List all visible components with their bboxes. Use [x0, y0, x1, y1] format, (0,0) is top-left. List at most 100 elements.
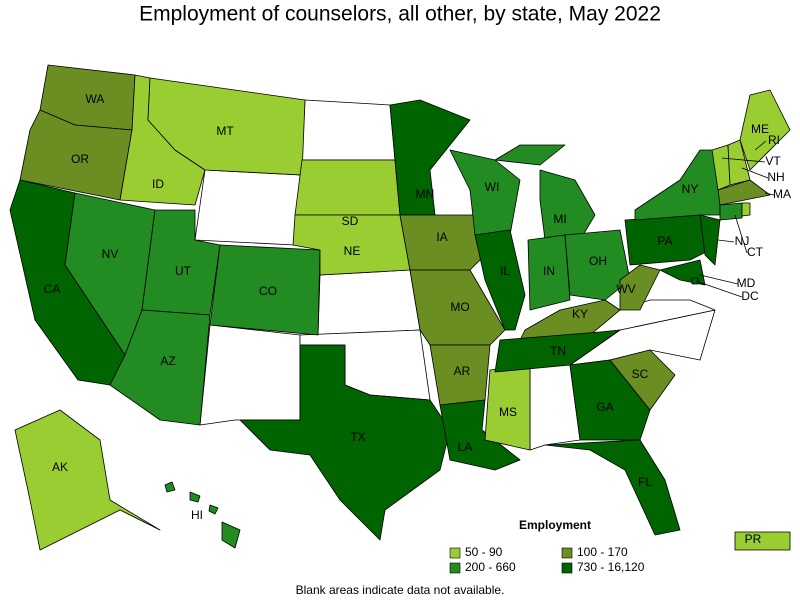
state-label: IA — [436, 230, 447, 244]
legend-swatch — [449, 562, 461, 574]
state — [109, 309, 211, 426]
state — [221, 521, 241, 549]
state-label: LA — [458, 440, 473, 454]
leader-line — [764, 192, 775, 196]
state — [164, 481, 176, 493]
state — [527, 234, 571, 311]
state — [699, 214, 721, 266]
state — [544, 439, 681, 536]
state — [494, 144, 566, 166]
legend-swatch — [561, 547, 573, 559]
state — [474, 229, 526, 331]
leader-line — [699, 274, 739, 285]
state-label: MD — [737, 276, 756, 290]
state-label: NV — [102, 247, 119, 261]
leader-line — [717, 239, 735, 243]
state-blank — [301, 99, 396, 161]
state — [634, 149, 721, 221]
state — [619, 264, 661, 311]
state — [14, 409, 161, 551]
state-label: CT — [747, 245, 764, 259]
state-label: TX — [350, 430, 365, 444]
state-label: ID — [152, 177, 164, 191]
state — [189, 491, 201, 503]
leader-line — [695, 280, 743, 298]
state-label: MI — [553, 212, 566, 226]
map-title: Employment of counselors, all other, by … — [139, 3, 661, 26]
state-label: IN — [543, 264, 555, 278]
state-label: KY — [572, 307, 588, 321]
leader-line — [754, 140, 767, 151]
state-label: RI — [768, 133, 780, 147]
state-label: PA — [657, 234, 672, 248]
states — [9, 64, 791, 551]
state — [294, 159, 401, 216]
legend-label: 730 - 16,120 — [577, 560, 645, 574]
state-label: FL — [638, 475, 652, 489]
legend-swatch — [561, 562, 573, 574]
state-label: VT — [765, 154, 781, 168]
state-label: MO — [450, 300, 469, 314]
state-label: OH — [589, 254, 607, 268]
state-label: SD — [342, 214, 359, 228]
state — [208, 504, 219, 515]
state-label: TN — [550, 344, 566, 358]
state-label: GA — [596, 400, 613, 414]
state-label: NJ — [735, 234, 750, 248]
state-label: AK — [52, 460, 68, 474]
legend-label: 200 - 660 — [465, 560, 516, 574]
state-blank — [194, 169, 301, 246]
state — [539, 169, 596, 241]
state-label: SC — [632, 367, 649, 381]
state-label: WA — [86, 92, 105, 106]
state-label: NY — [682, 182, 699, 196]
state-label: NH — [767, 170, 784, 184]
state — [741, 202, 751, 217]
state-label: WV — [616, 282, 635, 296]
state — [439, 399, 521, 471]
leader-line — [741, 167, 769, 179]
state-label: MA — [773, 187, 791, 201]
state — [389, 99, 471, 216]
state-label: MN — [416, 187, 435, 201]
state-label: MS — [499, 405, 517, 419]
state — [399, 214, 491, 271]
state — [147, 77, 306, 176]
state — [564, 229, 631, 301]
state-blank — [199, 324, 301, 426]
legend-swatch — [449, 547, 461, 559]
state — [209, 244, 321, 336]
state-label: WI — [485, 180, 500, 194]
state — [719, 202, 743, 221]
leader-line — [734, 214, 748, 254]
leader-line — [721, 157, 766, 163]
state-label: CA — [44, 282, 61, 296]
state — [717, 179, 771, 206]
state-label: DC — [741, 289, 759, 303]
legend-title: Employment — [519, 518, 591, 532]
legend-label: 50 - 90 — [465, 545, 503, 559]
state-label: NE — [344, 244, 361, 258]
state-label: ME — [751, 122, 769, 136]
state — [739, 89, 791, 171]
state — [734, 531, 791, 551]
state — [239, 344, 451, 541]
state-label: AR — [454, 364, 471, 378]
state-label: UT — [175, 264, 192, 278]
state — [569, 359, 651, 441]
state-label: HI — [191, 508, 203, 522]
state-label: OR — [71, 152, 89, 166]
state-label: CO — [259, 284, 277, 298]
state-label: IL — [500, 264, 510, 278]
state — [609, 349, 676, 411]
state-blank — [317, 269, 421, 336]
legend: 50 - 90 100 - 170 200 - 660 730 - 16,120 — [449, 545, 645, 574]
state — [691, 277, 699, 285]
footnote: Blank areas indicate data not available. — [296, 583, 505, 597]
state — [494, 329, 621, 373]
state-label: MT — [216, 124, 234, 138]
legend-label: 100 - 170 — [577, 545, 628, 559]
labels: WA OR CA NV ID MT UT AZ CO SD NE TX MN IA MO AR LA WI IL MS… — [44, 92, 791, 546]
